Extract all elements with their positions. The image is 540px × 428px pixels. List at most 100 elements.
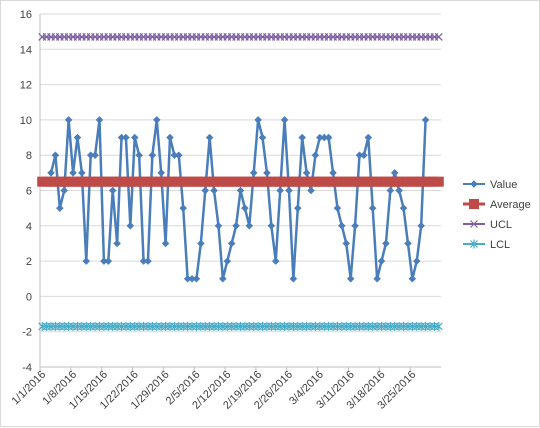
data-point [351, 221, 359, 230]
data-point [144, 257, 152, 265]
data-point [47, 168, 55, 177]
data-point [126, 221, 135, 230]
legend-item-ucl: UCL [463, 219, 512, 231]
data-point [245, 221, 254, 230]
legend-marker [469, 199, 479, 209]
data-point [135, 151, 144, 160]
data-point [267, 221, 276, 230]
data-point [280, 116, 289, 124]
legend-label: UCL [490, 219, 512, 231]
data-point [258, 133, 267, 142]
data-point [311, 151, 320, 160]
data-point [157, 168, 166, 177]
legend-marker [470, 180, 478, 188]
data-point [55, 204, 64, 213]
y-tick-label: -4 [22, 362, 32, 374]
data-point [360, 151, 368, 160]
data-point [82, 257, 91, 265]
data-point [108, 186, 117, 195]
data-point [73, 133, 82, 142]
data-point [166, 133, 174, 142]
data-point [386, 186, 395, 195]
series-lcl [38, 321, 443, 331]
data-point [412, 257, 421, 265]
data-point [342, 239, 351, 248]
y-tick-label: 8 [26, 150, 32, 162]
data-point [95, 116, 104, 124]
data-point [152, 116, 161, 124]
data-point [263, 168, 271, 177]
x-axis-labels: 1/1/20161/8/20161/15/20161/22/20161/29/2… [10, 367, 418, 412]
data-point [276, 186, 285, 195]
data-point [122, 133, 130, 142]
data-point [241, 204, 249, 213]
data-point [78, 168, 86, 177]
data-point [337, 221, 346, 230]
legend-item-lcl: LCL [463, 239, 510, 251]
legend-label: Value [490, 179, 517, 191]
data-point [104, 257, 113, 265]
data-point [298, 133, 307, 142]
data-point [205, 133, 214, 142]
data-point [390, 168, 399, 177]
data-point [408, 274, 417, 283]
data-point [373, 274, 381, 283]
data-point [91, 151, 99, 160]
legend-marker [470, 239, 478, 249]
y-axis-labels: -4 -2 0 2 4 6 8 10 12 14 16 [20, 9, 32, 374]
data-point [51, 151, 60, 160]
y-tick-label: 0 [26, 291, 32, 303]
legend-item-average: Average [463, 199, 531, 211]
data-point [249, 168, 258, 177]
data-point [201, 186, 210, 195]
data-point [293, 204, 302, 213]
data-point [404, 239, 412, 248]
data-point [421, 116, 430, 124]
data-point [434, 33, 443, 41]
legend-label: LCL [490, 239, 510, 251]
data-point [377, 257, 386, 265]
data-point [196, 239, 205, 248]
data-point [174, 151, 183, 160]
data-point [302, 168, 311, 177]
data-point [148, 151, 157, 160]
data-point [69, 168, 77, 177]
data-point [395, 186, 403, 195]
data-point [214, 221, 223, 230]
data-point [192, 274, 201, 283]
legend-item-value: Value [463, 179, 517, 191]
y-tick-label: 6 [26, 186, 32, 198]
data-point [271, 257, 280, 265]
plot-area [37, 33, 444, 331]
y-tick-label: 4 [26, 221, 32, 233]
data-point [236, 186, 245, 195]
data-point [161, 239, 170, 248]
data-point [346, 274, 355, 283]
data-point [60, 186, 69, 195]
data-point [307, 186, 315, 195]
data-point [333, 204, 342, 213]
y-tick-label: 2 [26, 256, 32, 268]
data-point [210, 186, 218, 195]
data-point [223, 257, 232, 265]
legend: Value Average UCL LCL [463, 179, 531, 251]
y-tick-label: 16 [20, 9, 32, 21]
series-value [47, 116, 430, 283]
data-point [434, 321, 443, 331]
series-ucl [38, 33, 443, 41]
data-point [130, 133, 139, 142]
data-point [232, 221, 240, 230]
data-point [179, 204, 188, 213]
data-point [113, 239, 121, 248]
legend-label: Average [490, 199, 531, 211]
data-point [399, 204, 408, 213]
data-point [219, 274, 227, 283]
y-tick-label: 12 [20, 80, 32, 92]
data-point [254, 116, 262, 124]
y-tick-label: -2 [22, 327, 32, 339]
data-point [368, 204, 377, 213]
data-point [289, 274, 298, 283]
y-tick-label: 10 [20, 115, 32, 127]
